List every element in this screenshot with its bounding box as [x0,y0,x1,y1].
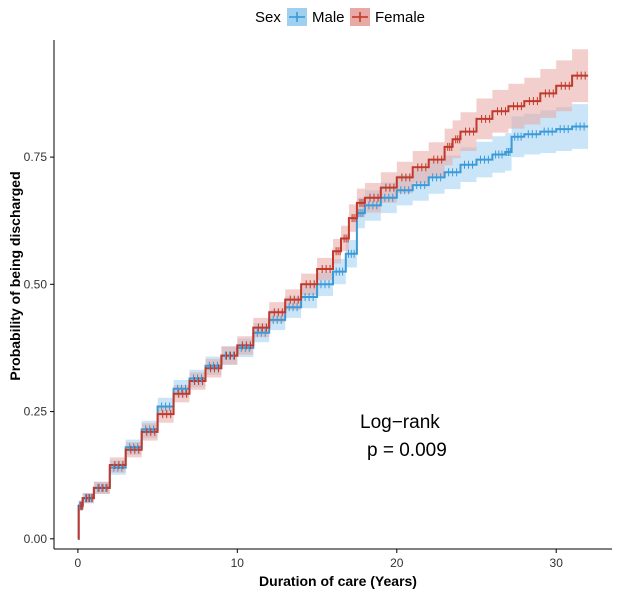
y-tick-label: 0.25 [24,405,48,419]
legend: Sex Male Female [255,8,425,26]
male-confidence-band [77,104,589,539]
x-tick-label: 0 [75,556,82,570]
confidence-bands [77,49,589,539]
p-value-label: p = 0.009 [367,440,447,461]
x-tick-label: 20 [390,556,404,570]
y-axis-title: Probability of being discharged [7,171,23,380]
log-rank-label: Log−rank [360,412,440,433]
x-tick-label: 30 [550,556,564,570]
y-tick-label: 0.75 [24,150,48,164]
legend-title: Sex [255,9,281,26]
y-axis-ticks: 0.00 0.25 0.50 0.75 [24,150,54,546]
x-tick-label: 10 [231,556,245,570]
legend-female-label: Female [375,9,425,26]
survival-curves [77,74,589,540]
censor-marks [79,71,586,510]
y-tick-label: 0.50 [24,277,48,291]
y-tick-label: 0.00 [24,532,48,546]
legend-male-label: Male [312,9,345,26]
male-survival-curve [77,125,589,540]
x-axis-ticks: 0 10 20 30 [75,549,564,570]
x-axis-title: Duration of care (Years) [259,573,417,589]
